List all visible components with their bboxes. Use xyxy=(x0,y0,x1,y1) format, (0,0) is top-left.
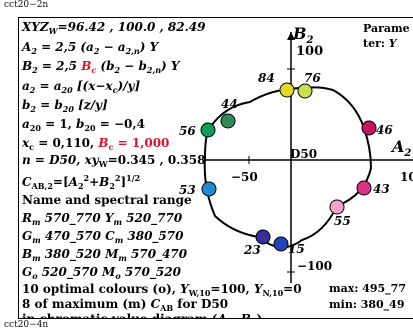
a2-axis-label: A2 xyxy=(390,137,411,159)
b2-axis-label: B2 xyxy=(292,24,314,46)
point-15 xyxy=(273,236,289,252)
label-53: 53 xyxy=(179,183,196,197)
formula-b-def: b2 = b20 [z/y] xyxy=(22,98,108,114)
diagram-frame: 84 76 44 56 46 43 55 53 23 15 B2 100 A2 … xyxy=(18,17,413,319)
label-46: 46 xyxy=(376,123,393,137)
min-label: min: 380_49 xyxy=(329,298,404,312)
label-84: 84 xyxy=(258,71,275,85)
formula-block: XYZW=96.42 , 100.0 , 82.49 A2 = 2,5 (a2 … xyxy=(21,20,302,319)
range-r: Rm 570_770 Ym 520_770 xyxy=(21,211,183,227)
param-label: Parame xyxy=(363,22,410,35)
tick-label-100: 100 xyxy=(296,44,323,59)
label-15: 15 xyxy=(288,242,305,256)
formula-n: n = D50, xyW=0.345 , 0.358 xyxy=(22,153,205,169)
range-go: Go 520_570 Mo 570_520 xyxy=(22,265,182,281)
param-label-2: ter: Y xyxy=(363,37,398,50)
diagram-canvas: 84 76 44 56 46 43 55 53 23 15 B2 100 A2 … xyxy=(21,20,413,319)
b2-arrow xyxy=(287,32,295,40)
label-55: 55 xyxy=(334,214,351,228)
formula-b2: B2 = 2,5 Bc (b2 − b2,n) Y xyxy=(21,59,181,75)
range-g: Gm 470_570 Cm 380_570 xyxy=(22,229,184,245)
tick-label-neg100: −100 xyxy=(297,259,332,273)
point-84 xyxy=(279,82,295,98)
point-43 xyxy=(356,180,372,196)
formula-ab20: a20 = 1, b20 = −0,4 xyxy=(22,117,145,133)
center-label: D50 xyxy=(290,147,317,161)
point-23 xyxy=(255,229,271,245)
range-b: Bm 380_520 Mm 570_470 xyxy=(21,247,188,263)
top-code: cct20−2n xyxy=(4,0,49,10)
point-53 xyxy=(201,181,217,197)
label-56: 56 xyxy=(179,124,196,138)
label-23: 23 xyxy=(243,243,261,257)
opt-line-1: 10 optimal colours (o), YW,10=100, YN,10… xyxy=(22,282,302,298)
label-44: 44 xyxy=(221,97,238,111)
point-46 xyxy=(361,120,377,136)
opt-line-3: in chromatic value diagram (A2, B2) xyxy=(22,312,262,319)
formula-xyzw: XYZW=96.42 , 100.0 , 82.49 xyxy=(21,20,206,36)
point-44 xyxy=(220,113,236,129)
formula-xc: xc = 0,110, Bc = 1,000 xyxy=(21,136,169,152)
range-title: Name and spectral range xyxy=(22,193,192,207)
tick-label-neg50: −50 xyxy=(231,170,258,184)
formula-a-def: a2 = a20 [(x−xc)/y] xyxy=(22,79,141,95)
opt-line-2: 8 of maximum (m) CAB for D50 xyxy=(22,297,228,313)
bottom-code: cct20−4n xyxy=(4,320,49,330)
max-label: max: 495_77 xyxy=(329,282,406,296)
point-55 xyxy=(329,199,345,215)
point-56 xyxy=(200,122,216,138)
formula-cab: CAB,2=[A22+B22]1/2 xyxy=(22,173,140,191)
label-43: 43 xyxy=(373,182,390,196)
label-76: 76 xyxy=(304,71,321,85)
formula-a2: A2 = 2,5 (a2 − a2,n) Y xyxy=(21,40,160,56)
tick-label-right: 100 xyxy=(400,170,413,184)
point-76 xyxy=(297,83,313,99)
